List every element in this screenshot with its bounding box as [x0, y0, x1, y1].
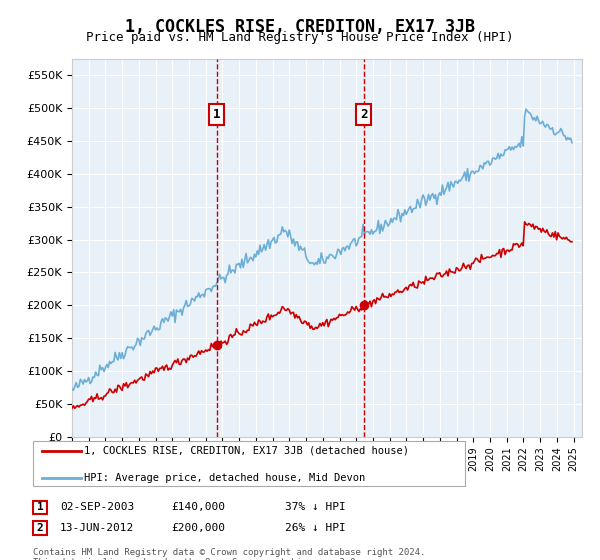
Text: 2: 2	[360, 108, 367, 121]
Text: 02-SEP-2003: 02-SEP-2003	[60, 502, 134, 512]
Text: £200,000: £200,000	[171, 522, 225, 533]
Text: 37% ↓ HPI: 37% ↓ HPI	[285, 502, 346, 512]
Text: 1: 1	[37, 502, 44, 512]
Text: 2: 2	[37, 522, 44, 533]
Text: 1, COCKLES RISE, CREDITON, EX17 3JB: 1, COCKLES RISE, CREDITON, EX17 3JB	[125, 18, 475, 36]
Text: 13-JUN-2012: 13-JUN-2012	[60, 522, 134, 533]
Text: Price paid vs. HM Land Registry's House Price Index (HPI): Price paid vs. HM Land Registry's House …	[86, 31, 514, 44]
Text: 26% ↓ HPI: 26% ↓ HPI	[285, 522, 346, 533]
Text: £140,000: £140,000	[171, 502, 225, 512]
Text: 1: 1	[213, 108, 221, 121]
Text: 1, COCKLES RISE, CREDITON, EX17 3JB (detached house): 1, COCKLES RISE, CREDITON, EX17 3JB (det…	[84, 446, 409, 456]
Text: HPI: Average price, detached house, Mid Devon: HPI: Average price, detached house, Mid …	[84, 473, 365, 483]
Text: Contains HM Land Registry data © Crown copyright and database right 2024.
This d: Contains HM Land Registry data © Crown c…	[33, 548, 425, 560]
